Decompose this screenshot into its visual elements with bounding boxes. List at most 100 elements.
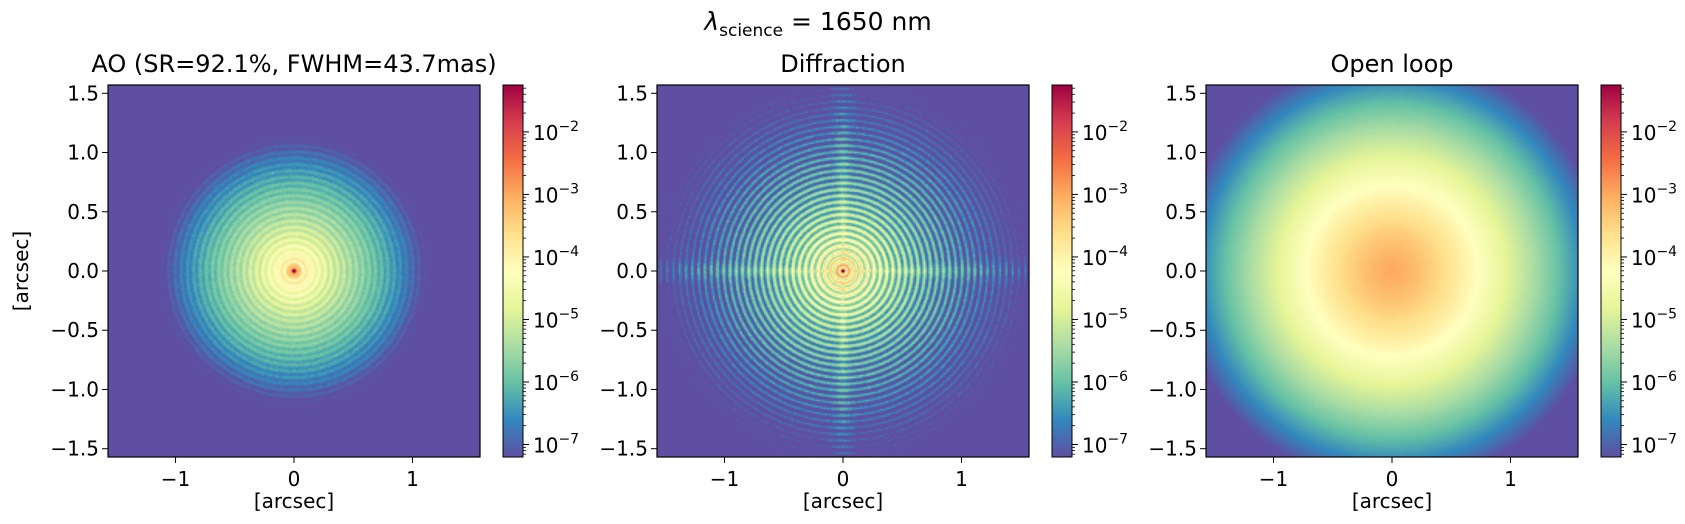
colorbar-tick-label: 10−2: [1631, 119, 1677, 145]
y-tick-label: −1.0: [50, 377, 99, 401]
colorbar-tick-label: 10−3: [533, 181, 579, 207]
x-tick-label: 0: [288, 467, 301, 491]
y-tick-label: −1.5: [1148, 437, 1197, 461]
colorbar-tick-label: 10−3: [1631, 181, 1677, 207]
colorbar-tick-exponent: −5: [1107, 306, 1128, 322]
colorbar-tick-mantissa: 10: [533, 121, 558, 145]
colorbar-tick-exponent: −2: [1107, 119, 1128, 135]
colorbar-tick-mantissa: 10: [1631, 371, 1656, 395]
colorbar-tick-exponent: −7: [1656, 431, 1677, 447]
heatmap-image: [657, 85, 1029, 457]
colorbar-fill: [502, 84, 524, 458]
y-axis-label: [arcsec]: [9, 231, 33, 311]
chart-panel-3: Open loop −1 0 1 −1.5 −1.0 −0.5 0.0 0.5 1.0 1.5 [ar…: [1148, 50, 1677, 513]
colorbar-tick-exponent: −6: [1107, 369, 1128, 385]
x-tick-label: 1: [955, 467, 968, 491]
x-tick-label: 1: [406, 467, 419, 491]
colorbar-tick-mantissa: 10: [1082, 246, 1107, 270]
x-tick-label: −1: [1259, 467, 1288, 491]
colorbar-tick-exponent: −4: [1656, 244, 1677, 260]
y-tick-label: 0.5: [616, 200, 648, 224]
colorbar-tick-label: 10−7: [1631, 431, 1677, 457]
colorbar-tick-mantissa: 10: [1631, 246, 1656, 270]
colorbar-tick-label: 10−6: [1082, 369, 1128, 395]
panel-title: Diffraction: [780, 50, 905, 78]
colorbar-tick-mantissa: 10: [1631, 433, 1656, 457]
y-tick-label: 0.5: [1165, 200, 1197, 224]
figure-suptitle: λscience = 1650 nm: [702, 7, 931, 41]
colorbar-tick-mantissa: 10: [1082, 433, 1107, 457]
colorbar-tick-label: 10−4: [533, 244, 579, 270]
colorbar-tick-exponent: −3: [1656, 181, 1677, 197]
colorbar-tick-mantissa: 10: [1082, 183, 1107, 207]
y-tick-label: −1.0: [1148, 377, 1197, 401]
suptitle-subscript: science: [719, 21, 783, 41]
heatmap-image: [108, 85, 480, 457]
y-tick-label: 0.0: [1165, 259, 1197, 283]
chart-panel-2: Diffraction −1 0 1 −1.5 −1.0 −0.5 0.0 0.5 1.0 1.5 […: [599, 50, 1128, 513]
colorbar-tick-mantissa: 10: [533, 308, 558, 332]
panel-title: Open loop: [1331, 50, 1454, 78]
colorbar-tick-mantissa: 10: [533, 433, 558, 457]
colorbar-tick-label: 10−3: [1082, 181, 1128, 207]
y-tick-label: −0.5: [50, 318, 99, 342]
x-tick-label: −1: [161, 467, 190, 491]
colorbar-tick-mantissa: 10: [1631, 183, 1656, 207]
colorbar-tick-mantissa: 10: [1082, 121, 1107, 145]
y-tick-label: −0.5: [1148, 318, 1197, 342]
colorbar: 10−710−610−510−410−310−2: [1051, 84, 1128, 458]
colorbar-tick-exponent: −4: [558, 244, 579, 260]
colorbar-tick-label: 10−4: [1082, 244, 1128, 270]
y-tick-label: 0.0: [616, 259, 648, 283]
colorbar-fill: [1051, 84, 1073, 458]
suptitle-lambda: λ: [702, 7, 719, 36]
x-tick-label: 0: [1386, 467, 1399, 491]
colorbar-tick-mantissa: 10: [1082, 308, 1107, 332]
y-tick-label: 1.5: [67, 81, 99, 105]
colorbar-tick-label: 10−5: [1631, 306, 1677, 332]
colorbar-tick-label: 10−7: [533, 431, 579, 457]
x-tick-label: 0: [837, 467, 850, 491]
colorbar-tick-exponent: −2: [558, 119, 579, 135]
colorbar-tick-mantissa: 10: [1082, 371, 1107, 395]
colorbar-tick-mantissa: 10: [533, 246, 558, 270]
heatmap-image: [1206, 85, 1578, 457]
colorbar-tick-label: 10−6: [1631, 369, 1677, 395]
colorbar-tick-exponent: −6: [558, 369, 579, 385]
colorbar-fill: [1600, 84, 1622, 458]
suptitle-rest: = 1650 nm: [783, 7, 932, 36]
y-tick-label: −1.5: [50, 437, 99, 461]
colorbar-tick-label: 10−5: [1082, 306, 1128, 332]
y-tick-label: 1.5: [616, 81, 648, 105]
y-tick-label: 1.0: [1165, 141, 1197, 165]
colorbar: 10−710−610−510−410−310−2: [1600, 84, 1677, 458]
y-tick-label: −1.0: [599, 377, 648, 401]
colorbar: 10−710−610−510−410−310−2: [502, 84, 579, 458]
colorbar-tick-label: 10−2: [533, 119, 579, 145]
y-tick-label: 1.0: [616, 141, 648, 165]
colorbar-tick-label: 10−5: [533, 306, 579, 332]
colorbar-tick-label: 10−4: [1631, 244, 1677, 270]
y-tick-label: −0.5: [599, 318, 648, 342]
colorbar-tick-exponent: −6: [1656, 369, 1677, 385]
colorbar-tick-label: 10−2: [1082, 119, 1128, 145]
colorbar-tick-mantissa: 10: [1631, 121, 1656, 145]
y-tick-label: 1.0: [67, 141, 99, 165]
colorbar-tick-exponent: −3: [1107, 181, 1128, 197]
x-axis-label: [arcsec]: [254, 489, 334, 513]
x-tick-label: −1: [710, 467, 739, 491]
colorbar-tick-exponent: −5: [1656, 306, 1677, 322]
colorbar-tick-exponent: −7: [1107, 431, 1128, 447]
colorbar-tick-label: 10−6: [533, 369, 579, 395]
y-tick-label: 1.5: [1165, 81, 1197, 105]
colorbar-tick-label: 10−7: [1082, 431, 1128, 457]
colorbar-tick-exponent: −4: [1107, 244, 1128, 260]
y-tick-label: 0.5: [67, 200, 99, 224]
colorbar-tick-mantissa: 10: [533, 371, 558, 395]
colorbar-tick-exponent: −2: [1656, 119, 1677, 135]
x-tick-label: 1: [1504, 467, 1517, 491]
colorbar-tick-exponent: −7: [558, 431, 579, 447]
panel-title: AO (SR=92.1%, FWHM=43.7mas): [91, 50, 496, 78]
